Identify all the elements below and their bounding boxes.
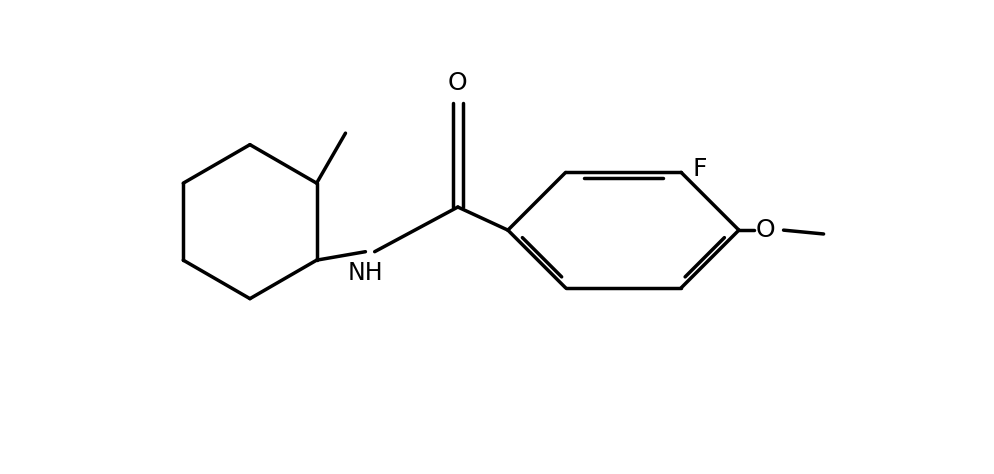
Text: O: O <box>448 72 467 95</box>
Text: F: F <box>693 157 707 181</box>
Text: O: O <box>755 218 775 242</box>
Text: NH: NH <box>348 261 384 285</box>
